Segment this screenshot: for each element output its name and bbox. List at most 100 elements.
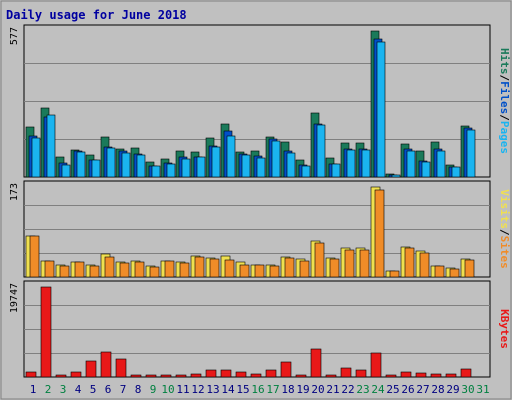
series-legend-label: Visits/Sites — [498, 189, 511, 269]
bar-kbytes-day-11 — [175, 374, 187, 378]
legend-part: Hits — [498, 48, 511, 75]
bar-sites-day-28 — [434, 265, 445, 278]
legend-part: Files — [498, 81, 511, 114]
bar-sites-day-12 — [194, 256, 205, 278]
bar-sites-day-5 — [89, 265, 100, 278]
bar-kbytes-day-17 — [265, 369, 277, 378]
bar-sites-day-26 — [404, 247, 415, 278]
bar-kbytes-day-15 — [235, 371, 247, 378]
x-label-day-11: 11 — [176, 383, 189, 396]
bar-kbytes-day-25 — [385, 374, 397, 378]
bar-sites-day-23 — [359, 249, 370, 278]
bar-sites-day-18 — [284, 257, 295, 278]
x-label-day-22: 22 — [341, 383, 354, 396]
max-value-label: 173 — [9, 183, 20, 201]
bar-kbytes-day-5 — [85, 360, 97, 378]
x-label-day-27: 27 — [416, 383, 429, 396]
x-label-day-13: 13 — [206, 383, 219, 396]
x-label-day-16: 16 — [251, 383, 264, 396]
bar-pages-day-15 — [241, 154, 251, 178]
panel-top — [23, 24, 491, 178]
bar-pages-day-13 — [211, 146, 221, 178]
x-label-day-25: 25 — [386, 383, 399, 396]
x-label-day-7: 7 — [120, 383, 127, 396]
bar-pages-day-27 — [421, 161, 431, 178]
bar-kbytes-day-6 — [100, 351, 112, 378]
bar-kbytes-day-7 — [115, 358, 127, 378]
bar-sites-day-13 — [209, 258, 220, 278]
legend-part: Sites — [498, 236, 511, 269]
bar-kbytes-day-26 — [400, 371, 412, 378]
x-label-day-20: 20 — [311, 383, 324, 396]
bar-pages-day-24 — [376, 41, 386, 178]
bar-kbytes-day-2 — [40, 286, 52, 378]
bar-sites-day-29 — [449, 268, 460, 278]
bar-pages-day-5 — [91, 159, 101, 178]
bar-kbytes-day-10 — [160, 374, 172, 378]
bar-kbytes-day-28 — [430, 373, 442, 378]
bar-sites-day-16 — [254, 264, 265, 278]
bar-sites-day-7 — [119, 262, 130, 278]
bar-kbytes-day-21 — [325, 374, 337, 378]
x-label-day-4: 4 — [75, 383, 82, 396]
bar-kbytes-day-4 — [70, 371, 82, 378]
bar-pages-day-18 — [286, 152, 296, 178]
bar-sites-day-25 — [389, 270, 400, 278]
bar-sites-day-19 — [299, 260, 310, 278]
bar-sites-day-14 — [224, 259, 235, 278]
bar-kbytes-day-9 — [145, 374, 157, 378]
x-label-day-15: 15 — [236, 383, 249, 396]
bar-pages-day-23 — [361, 149, 371, 178]
x-label-day-28: 28 — [431, 383, 444, 396]
x-label-day-12: 12 — [191, 383, 204, 396]
bar-pages-day-11 — [181, 158, 191, 178]
legend-part: / — [498, 75, 511, 82]
bar-sites-day-1 — [29, 235, 40, 278]
bar-sites-day-6 — [104, 256, 115, 278]
bar-pages-day-10 — [166, 163, 176, 178]
x-label-day-30: 30 — [461, 383, 474, 396]
bar-pages-day-6 — [106, 147, 116, 178]
bar-pages-day-7 — [121, 152, 131, 178]
bar-sites-day-17 — [269, 265, 280, 278]
x-label-day-19: 19 — [296, 383, 309, 396]
bar-pages-day-22 — [346, 149, 356, 178]
bar-kbytes-day-24 — [370, 352, 382, 378]
x-label-day-3: 3 — [60, 383, 67, 396]
bar-kbytes-day-22 — [340, 367, 352, 378]
bar-pages-day-29 — [451, 166, 461, 178]
bar-kbytes-day-29 — [445, 373, 457, 378]
bar-kbytes-day-3 — [55, 374, 67, 378]
x-label-day-10: 10 — [161, 383, 174, 396]
bar-kbytes-day-23 — [355, 369, 367, 378]
bar-kbytes-day-13 — [205, 369, 217, 378]
bar-pages-day-14 — [226, 135, 236, 178]
bar-pages-day-16 — [256, 157, 266, 178]
bar-sites-day-22 — [344, 249, 355, 278]
bar-kbytes-day-1 — [25, 371, 37, 378]
panel-middle — [23, 180, 491, 278]
bar-pages-day-26 — [406, 150, 416, 178]
bar-sites-day-3 — [59, 265, 70, 278]
bar-pages-day-12 — [196, 156, 206, 178]
bar-kbytes-day-27 — [415, 372, 427, 378]
bar-kbytes-day-16 — [250, 373, 262, 378]
x-label-day-26: 26 — [401, 383, 414, 396]
bar-kbytes-day-8 — [130, 374, 142, 378]
max-value-label: 577 — [9, 27, 20, 45]
legend-part: / — [498, 229, 511, 236]
bar-pages-day-30 — [466, 129, 476, 178]
chart-title: Daily usage for June 2018 — [6, 8, 187, 22]
x-label-day-29: 29 — [446, 383, 459, 396]
bar-pages-day-28 — [436, 150, 446, 178]
x-label-day-21: 21 — [326, 383, 339, 396]
x-label-day-5: 5 — [90, 383, 97, 396]
bar-pages-day-21 — [331, 163, 341, 178]
x-label-day-24: 24 — [371, 383, 385, 396]
bar-sites-day-8 — [134, 261, 145, 278]
bar-sites-day-2 — [44, 260, 55, 278]
legend-part: KBytes — [498, 309, 511, 349]
